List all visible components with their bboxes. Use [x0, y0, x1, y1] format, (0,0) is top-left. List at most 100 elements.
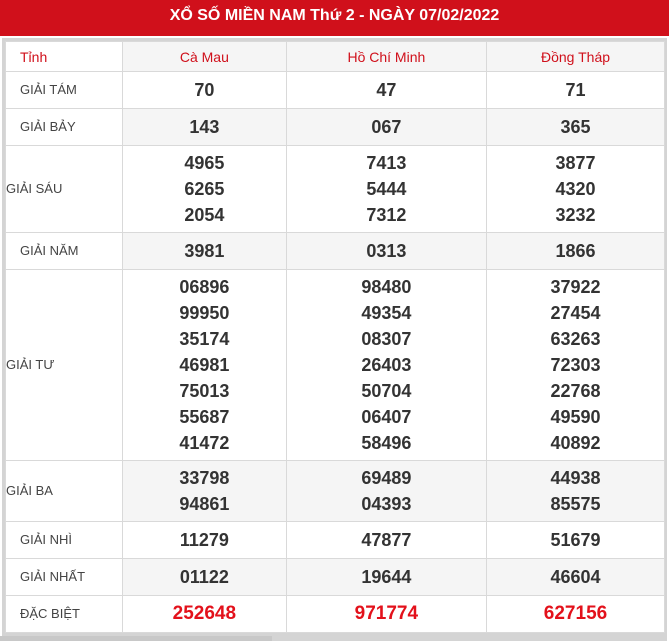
- province-ho-chi-minh[interactable]: Hồ Chí Minh: [285, 41, 488, 72]
- prize-number: 06896: [179, 277, 230, 297]
- prize-label: GIẢI BẢY: [5, 108, 123, 146]
- prize-number: 0313: [366, 241, 407, 261]
- prize-number: 47: [376, 80, 397, 100]
- prize-cell: 365: [486, 108, 665, 146]
- prize-cell: 3877 4320 3232: [486, 145, 665, 233]
- prize-cell: 4965 6265 2054: [122, 145, 287, 233]
- prize-number: 7413: [366, 153, 407, 173]
- prize-number: 58496: [361, 433, 412, 453]
- province-ca-mau[interactable]: Cà Mau: [122, 41, 287, 72]
- prize-number: 7312: [366, 205, 407, 225]
- prize-number: 19644: [361, 567, 412, 587]
- prize-number: 365: [560, 117, 591, 137]
- prize-number: 46981: [179, 355, 230, 375]
- prize-cell: 19644: [285, 558, 488, 596]
- prize-cell: 44938 85575: [486, 460, 665, 522]
- prize-label: GIẢI NHẤT: [5, 558, 123, 596]
- prize-number: 3232: [555, 205, 596, 225]
- prize-number: 69489: [361, 468, 412, 488]
- prize-number: 3877: [555, 153, 596, 173]
- prize-row: GIẢI TÁM 70 47 71: [5, 71, 665, 109]
- prize-cell: 627156: [486, 595, 665, 633]
- prize-cell: 3981: [122, 232, 287, 270]
- prize-cell: 46604: [486, 558, 665, 596]
- prize-number: 70: [194, 80, 215, 100]
- prize-cell: 51679: [486, 521, 665, 559]
- prize-number: 1866: [555, 241, 596, 261]
- prize-number: 22768: [550, 381, 601, 401]
- prize-label: GIẢI NHÌ: [5, 521, 123, 559]
- prize-number: 4965: [184, 153, 225, 173]
- prize-cell: 98480 49354 08307 26403 50704 06407 58496: [285, 269, 488, 461]
- special-prize-number: 627156: [543, 603, 608, 624]
- header-row: Tỉnh Cà Mau Hồ Chí Minh Đồng Tháp: [5, 41, 665, 72]
- page-title: XỔ SỐ MIỀN NAM Thứ 2 - NGÀY 07/02/2022: [0, 0, 669, 36]
- prize-label: GIẢI TÁM: [5, 71, 123, 109]
- prize-number: 75013: [179, 381, 230, 401]
- prize-cell: 067: [285, 108, 488, 146]
- prize-number: 51679: [550, 530, 601, 550]
- prize-row: GIẢI NHẤT 01122 19644 46604: [5, 558, 665, 596]
- prize-label: GIẢI SÁU: [5, 145, 123, 233]
- prize-number: 11279: [179, 530, 229, 550]
- prize-cell: 06896 99950 35174 46981 75013 55687 41472: [122, 269, 287, 461]
- prize-number: 26403: [361, 355, 412, 375]
- prize-number: 4320: [555, 179, 596, 199]
- prize-cell: 252648: [122, 595, 287, 633]
- prize-number: 46604: [550, 567, 601, 587]
- prize-cell: 71: [486, 71, 665, 109]
- prize-number: 49354: [361, 303, 412, 323]
- special-prize-number: 971774: [354, 603, 419, 624]
- special-prize-number: 252648: [172, 603, 237, 624]
- prize-cell: 37922 27454 63263 72303 22768 49590 40892: [486, 269, 665, 461]
- prize-label: GIẢI TƯ: [5, 269, 123, 461]
- prize-number: 01122: [179, 567, 229, 587]
- prize-number: 04393: [361, 494, 412, 514]
- prize-cell: 11279: [122, 521, 287, 559]
- horizontal-scrollbar[interactable]: [0, 636, 272, 641]
- prize-row: ĐẶC BIỆT 252648 971774 627156: [5, 595, 665, 633]
- prize-number: 47877: [361, 530, 412, 550]
- prize-number: 35174: [179, 329, 230, 349]
- prize-number: 44938: [550, 468, 601, 488]
- prize-cell: 33798 94861: [122, 460, 287, 522]
- prize-number: 71: [565, 80, 586, 100]
- prize-row: GIẢI SÁU 4965 6265 2054 7413 5444 7312 3877 4320…: [5, 145, 665, 233]
- prize-cell: 47877: [285, 521, 488, 559]
- prize-cell: 01122: [122, 558, 287, 596]
- province-dong-thap[interactable]: Đồng Tháp: [486, 41, 665, 72]
- prize-number: 3981: [184, 241, 225, 261]
- prize-row: GIẢI BẢY 143 067 365: [5, 108, 665, 146]
- prize-number: 94861: [179, 494, 230, 514]
- prize-cell: 47: [285, 71, 488, 109]
- prize-row: GIẢI BA 33798 94861 69489 04393 44938 85575: [5, 460, 665, 522]
- prize-cell: 971774: [285, 595, 488, 633]
- prize-label: GIẢI BA: [5, 460, 123, 522]
- prize-cell: 0313: [285, 232, 488, 270]
- results-table: Tỉnh Cà Mau Hồ Chí Minh Đồng Tháp GIẢI T…: [5, 41, 665, 633]
- prize-number: 98480: [361, 277, 412, 297]
- results-table-container: Tỉnh Cà Mau Hồ Chí Minh Đồng Tháp GIẢI T…: [2, 38, 667, 641]
- prize-number: 55687: [179, 407, 230, 427]
- prize-row: GIẢI NHÌ 11279 47877 51679: [5, 521, 665, 559]
- prize-number: 08307: [361, 329, 412, 349]
- prize-number: 067: [371, 117, 402, 137]
- prize-number: 99950: [179, 303, 230, 323]
- prize-cell: 143: [122, 108, 287, 146]
- header-province-label: Tỉnh: [5, 41, 123, 72]
- prize-row: GIẢI NĂM 3981 0313 1866: [5, 232, 665, 270]
- prize-number: 143: [189, 117, 220, 137]
- prize-number: 41472: [179, 433, 230, 453]
- prize-number: 49590: [550, 407, 601, 427]
- prize-number: 33798: [179, 468, 230, 488]
- prize-number: 40892: [550, 433, 601, 453]
- prize-row: GIẢI TƯ 06896 99950 35174 46981 75013 55687 414…: [5, 269, 665, 461]
- prize-label: GIẢI NĂM: [5, 232, 123, 270]
- prize-number: 85575: [550, 494, 601, 514]
- prize-cell: 7413 5444 7312: [285, 145, 488, 233]
- prize-number: 5444: [366, 179, 407, 199]
- prize-number: 37922: [550, 277, 601, 297]
- prize-number: 6265: [184, 179, 225, 199]
- prize-number: 06407: [361, 407, 412, 427]
- prize-number: 50704: [361, 381, 412, 401]
